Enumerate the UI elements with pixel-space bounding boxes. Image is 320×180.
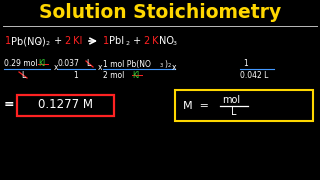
Text: x: x	[98, 64, 102, 73]
Bar	[17, 95, 114, 116]
Text: 3: 3	[160, 63, 163, 68]
Text: 1: 1	[103, 36, 109, 46]
Text: 2 mol: 2 mol	[103, 71, 127, 80]
Text: 2: 2	[125, 41, 129, 46]
Text: L: L	[21, 71, 25, 80]
Text: +: +	[130, 36, 144, 46]
Text: 2: 2	[168, 63, 172, 68]
Text: L: L	[231, 107, 236, 117]
Text: 0.037: 0.037	[58, 60, 80, 69]
Text: M  =: M =	[183, 101, 209, 111]
Bar	[175, 90, 313, 121]
Text: x: x	[172, 64, 177, 73]
Text: x: x	[54, 64, 59, 73]
Text: 3: 3	[37, 41, 41, 46]
Text: =: =	[4, 98, 15, 111]
Text: K: K	[149, 36, 158, 46]
Text: 3: 3	[173, 41, 177, 46]
Text: mol: mol	[222, 95, 240, 105]
Text: KI: KI	[70, 36, 82, 46]
Text: 0.042 L: 0.042 L	[240, 71, 268, 80]
Text: ): )	[41, 36, 45, 46]
Text: 2: 2	[143, 36, 149, 46]
Text: Solution Stoichiometry: Solution Stoichiometry	[39, 3, 281, 21]
Text: L: L	[86, 60, 90, 69]
Text: ): )	[164, 60, 167, 69]
Text: KI: KI	[38, 60, 45, 69]
Text: 1 mol Pb(NO: 1 mol Pb(NO	[103, 60, 151, 69]
Text: 0.29 mol: 0.29 mol	[4, 60, 40, 69]
Text: 0.1277 M: 0.1277 M	[38, 98, 93, 111]
Text: +: +	[51, 36, 65, 46]
Text: Pb(NO: Pb(NO	[11, 36, 42, 46]
Text: KI: KI	[132, 71, 139, 80]
Text: 1: 1	[5, 36, 11, 46]
Text: 2: 2	[64, 36, 70, 46]
Text: 1: 1	[73, 71, 78, 80]
Text: 1: 1	[243, 60, 248, 69]
Text: PbI: PbI	[109, 36, 124, 46]
Text: 2: 2	[46, 41, 50, 46]
Text: NO: NO	[159, 36, 174, 46]
